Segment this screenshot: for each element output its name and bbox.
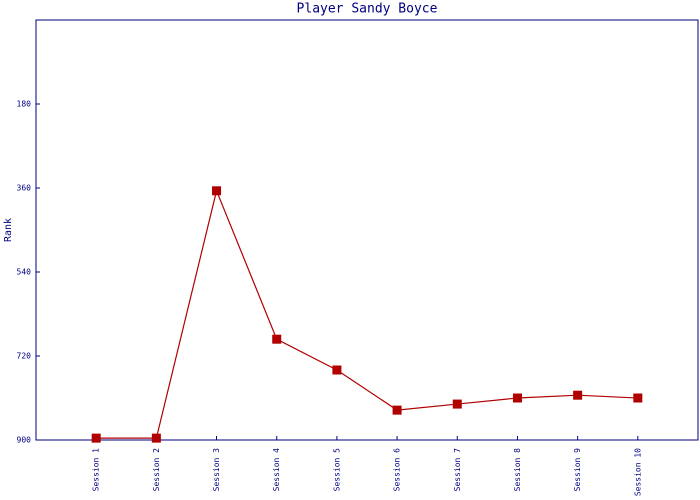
y-tick-label: 540 bbox=[17, 268, 32, 277]
y-tick-label: 180 bbox=[17, 100, 32, 109]
x-tick-label: Session 8 bbox=[513, 448, 522, 492]
y-tick-label: 900 bbox=[17, 436, 32, 445]
x-tick-label: Session 3 bbox=[212, 448, 221, 492]
point-marker bbox=[512, 393, 522, 403]
point-marker bbox=[91, 433, 101, 443]
x-tick-label: Session 4 bbox=[272, 448, 281, 492]
chart-title: Player Sandy Boyce bbox=[297, 2, 438, 17]
x-tick-label: Session 1 bbox=[92, 448, 101, 492]
y-tick-label: 360 bbox=[17, 184, 32, 193]
x-tick-label: Session 10 bbox=[633, 448, 642, 496]
x-tick-label: Session 5 bbox=[332, 448, 341, 492]
point-marker bbox=[332, 365, 342, 375]
point-marker bbox=[392, 405, 402, 415]
point-marker bbox=[633, 393, 643, 403]
y-tick-label: 720 bbox=[17, 352, 32, 361]
plot-frame bbox=[35, 19, 699, 441]
x-tick-label: Session 2 bbox=[152, 448, 161, 492]
point-marker bbox=[573, 390, 583, 400]
point-marker bbox=[272, 334, 282, 344]
x-tick-label: Session 7 bbox=[453, 448, 462, 492]
point-marker bbox=[212, 186, 222, 196]
point-marker bbox=[151, 433, 161, 443]
series-line bbox=[96, 188, 638, 439]
x-tick-label: Session 6 bbox=[393, 448, 402, 492]
x-tick-label: Session 9 bbox=[573, 448, 582, 492]
y-axis-label: Rank bbox=[3, 218, 14, 242]
point-marker bbox=[452, 399, 462, 409]
